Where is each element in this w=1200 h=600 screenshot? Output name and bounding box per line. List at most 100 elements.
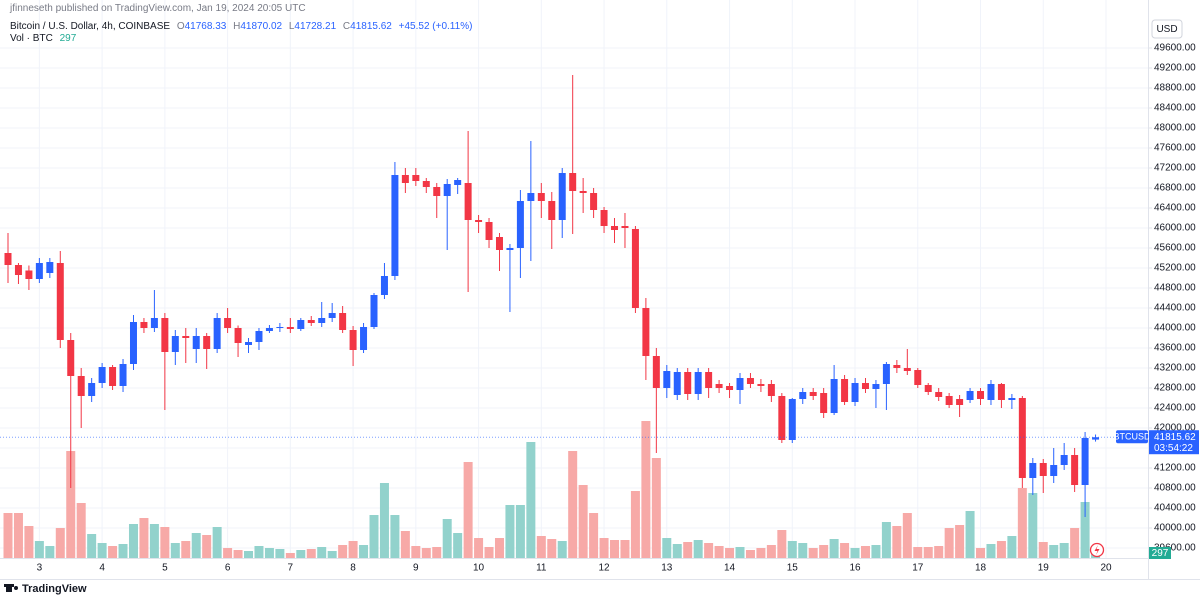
volume-bar (808, 548, 818, 558)
candle-body (391, 175, 399, 276)
candle-body (820, 393, 828, 413)
candle-body (945, 396, 953, 405)
candle-body (663, 371, 671, 388)
candle-body (35, 263, 43, 279)
y-tick-label: 49200.00 (1154, 63, 1196, 74)
y-tick-label: 43200.00 (1154, 363, 1196, 374)
volume-bar (599, 538, 609, 558)
candle-body (841, 379, 849, 402)
candle-body (475, 220, 483, 222)
alert-icon[interactable] (1089, 542, 1105, 558)
candle-body (129, 322, 137, 364)
currency-box[interactable] (1151, 19, 1183, 39)
candle-body (861, 383, 869, 389)
candle-body (360, 327, 368, 350)
y-tick-label: 39600.00 (1154, 543, 1196, 554)
volume-bar (1049, 545, 1059, 558)
candle-body (715, 384, 723, 388)
volume-bar (735, 547, 745, 558)
candle-body (297, 320, 305, 329)
ohlc-letter: O (176, 21, 185, 32)
candle-body (966, 391, 974, 400)
x-tick-label: 16 (849, 563, 861, 574)
x-tick-label: 11 (536, 563, 547, 574)
y-tick-label: 45600.00 (1154, 243, 1196, 254)
candle-body (830, 379, 838, 413)
candle-body (401, 175, 409, 183)
volume-bar (1080, 502, 1090, 558)
volume-bar (1038, 542, 1048, 558)
candle-body (558, 173, 566, 220)
candle-body (642, 308, 650, 356)
candle-body (495, 237, 503, 250)
candle-body (119, 364, 127, 386)
y-tick-label: 44000.00 (1154, 323, 1196, 334)
ohlc-value: 41870.02 (240, 21, 283, 32)
volume-bar (45, 546, 55, 558)
volume-bar (285, 553, 295, 558)
candle-body (882, 364, 890, 384)
volume-bar (139, 518, 149, 558)
candle-body (746, 378, 754, 384)
candle-body (485, 222, 493, 240)
volume-bar (484, 547, 494, 558)
volume-bar (1017, 488, 1027, 558)
volume-bar (66, 451, 76, 558)
volume-value: 297 (59, 33, 77, 44)
candle-body (757, 384, 765, 386)
volume-bar (547, 539, 557, 558)
symbol-title: Bitcoin / U.S. Dollar, 4h, COINBASE (10, 21, 171, 32)
volume-bar (390, 515, 400, 558)
currency-label: USD (1156, 24, 1177, 35)
candle-body (726, 386, 734, 390)
volume-bar (494, 538, 504, 558)
candle-body (1092, 437, 1100, 440)
volume-bar (421, 548, 431, 558)
x-tick-label: 19 (1038, 563, 1050, 574)
volume-tag (1149, 547, 1171, 559)
y-tick-label: 46400.00 (1154, 203, 1196, 214)
volume-bar (264, 548, 274, 558)
candle-body (548, 201, 556, 220)
candle-layer (4, 75, 1100, 517)
published-note: jfinneseth published on TradingView.com,… (10, 3, 306, 14)
volume-bar (745, 550, 755, 558)
volume-bar (714, 546, 724, 558)
candle-body (799, 392, 807, 399)
candle-body (1050, 465, 1058, 476)
y-tick-label: 49600.00 (1154, 43, 1196, 54)
y-tick-label: 40800.00 (1154, 483, 1196, 494)
candle-body (234, 328, 242, 343)
candle-body (286, 327, 294, 329)
candle-body (579, 191, 587, 193)
volume-bar (568, 451, 578, 558)
candle-body (4, 253, 12, 265)
volume-bar (338, 545, 348, 558)
volume-bar (87, 534, 97, 558)
volume-bar (693, 540, 703, 558)
y-tick-label: 45200.00 (1154, 263, 1196, 274)
candle-body (88, 383, 96, 396)
candle-body (673, 372, 681, 395)
volume-bar (923, 547, 933, 558)
volume-bar (306, 549, 316, 558)
x-tick-label: 17 (912, 563, 924, 574)
volume-bar (777, 530, 787, 558)
y-tick-label: 40000.00 (1154, 523, 1196, 534)
candle-body (527, 193, 535, 201)
volume-bar (787, 541, 797, 558)
x-tick-label: 7 (288, 563, 294, 574)
volume-bar (641, 421, 651, 558)
candle-body (14, 265, 22, 275)
x-tick-label: 14 (724, 563, 736, 574)
volume-bar (97, 543, 107, 558)
tradingview-logo (4, 584, 18, 592)
volume-bar (505, 505, 515, 558)
candle-body (370, 295, 378, 327)
x-tick-label: 9 (413, 563, 419, 574)
volume-bar (296, 550, 306, 558)
ohlc-value: 41728.21 (294, 21, 337, 32)
candle-body (956, 399, 964, 405)
